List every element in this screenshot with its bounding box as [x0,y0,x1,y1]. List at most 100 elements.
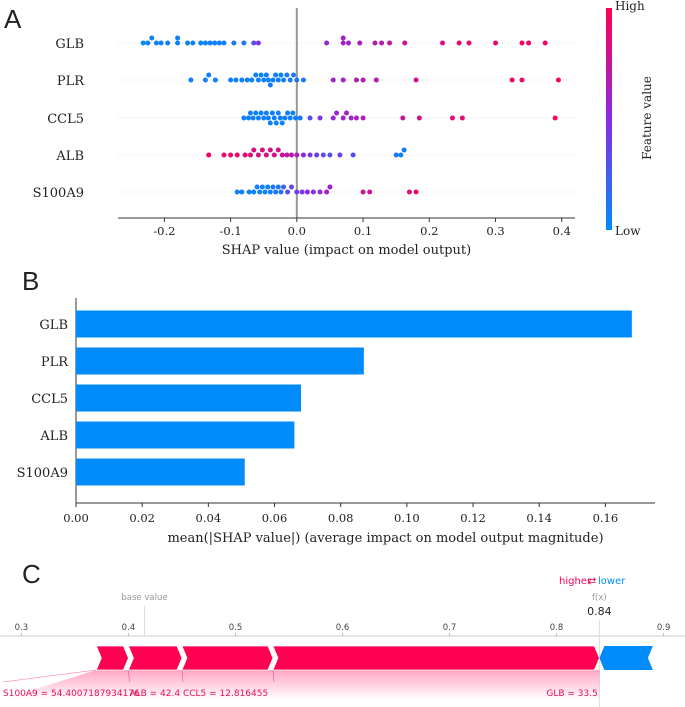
shap-point [360,115,366,121]
shap-point [360,189,366,195]
shap-point [327,152,333,158]
shap-point [324,40,330,46]
fx-label: f(x) [592,593,607,603]
shap-point [337,152,343,158]
shap-point [449,115,455,121]
shap-point [285,110,291,116]
shap-point [273,72,279,78]
shap-point [259,184,265,190]
shap-point [413,189,419,195]
shap-point [466,40,472,46]
shap-point [263,110,269,116]
shap-point [207,40,213,46]
shap-point [284,72,290,78]
shap-point [255,152,261,158]
shap-point [400,115,406,121]
bar [76,384,301,412]
higher-label: higher [559,576,592,587]
shap-point [440,40,446,46]
shap-point [279,120,285,126]
shap-point [281,184,287,190]
shap-point [398,152,404,158]
shap-point [234,152,240,158]
shap-point [202,77,208,83]
panel-b-bar-chart: GLB PLR CCL5 ALB S100A9 0.00 0.02 0.04 0.06 0.08 0… [17,298,655,546]
shap-point [221,152,227,158]
shap-point [353,77,359,83]
shap-point [253,72,259,78]
y-tick-label: S100A9 [17,466,68,481]
y-tick-label: GLB [39,318,68,333]
colorbar-high-label: High [615,0,645,13]
x-tick-label: 0.0 [288,224,306,238]
panel-letter-c: C [22,559,41,589]
x-axis-label: SHAP value (impact on model output) [222,243,471,258]
shap-point [255,77,261,83]
colorbar-low-label: Low [615,224,641,238]
shap-point [281,77,287,83]
shap-point [212,77,218,83]
shap-point [262,189,268,195]
shap-point [271,152,277,158]
shap-point [158,40,164,46]
shap-point [307,115,313,121]
shap-point [228,77,234,83]
y-tick-label: ALB [55,149,84,164]
shap-point [244,77,250,83]
shap-point [255,115,261,121]
base-value-label: base value [121,593,167,603]
x-tick-label: 0.9 [657,623,671,633]
bar [76,458,245,486]
shap-point [304,189,310,195]
shap-point [277,115,283,121]
x-tick-label: 0.3 [486,224,504,238]
shap-point [317,115,323,121]
x-tick-label: 0.4 [553,224,571,238]
shap-point [542,40,548,46]
shap-point [247,152,253,158]
shap-point [348,115,354,121]
y-tick-label: CCL5 [47,112,84,127]
shap-point [330,77,336,83]
shap-point [233,77,239,83]
force-segment-label: S100A9 = 54.4007187934176 [3,689,140,699]
shap-point [278,72,284,78]
x-tick-label: 0.04 [196,511,222,525]
shap-point [267,147,273,153]
shap-point [273,120,279,126]
shap-point [190,40,196,46]
force-segment-label: CCL5 = 12.816455 [183,689,268,699]
panel-c-force-plot: 0.3 0.4 0.5 0.6 0.7 0.8 0.9 base value f(x) 0.84 S… [0,593,685,707]
shap-point [401,147,407,153]
shap-point [310,189,316,195]
shap-point [231,40,237,46]
shap-point [242,152,248,158]
shap-point [251,147,257,153]
shap-point [275,184,281,190]
shap-point [221,40,227,46]
force-segment-label: GLB = 33.5 [546,689,597,699]
bar [76,310,632,338]
x-tick-label: 0.14 [526,511,552,525]
shap-point [153,40,159,46]
shap-point [273,189,279,195]
shap-point [254,184,260,190]
shap-point [287,115,293,121]
shap-point [294,189,300,195]
shap-point [293,115,299,121]
shap-point [275,110,281,116]
fx-value: 0.84 [587,605,612,618]
shap-point [234,189,240,195]
force-segment-positive [272,645,600,671]
shap-point [294,77,300,83]
lower-label: lower [598,576,626,587]
shap-point [239,189,245,195]
x-tick-label: 0.5 [229,623,243,633]
shap-point [519,40,525,46]
shap-point [212,40,218,46]
y-tick-label: S100A9 [33,186,84,201]
shap-point [263,152,269,158]
shap-point [297,115,303,121]
shap-point [245,115,251,121]
